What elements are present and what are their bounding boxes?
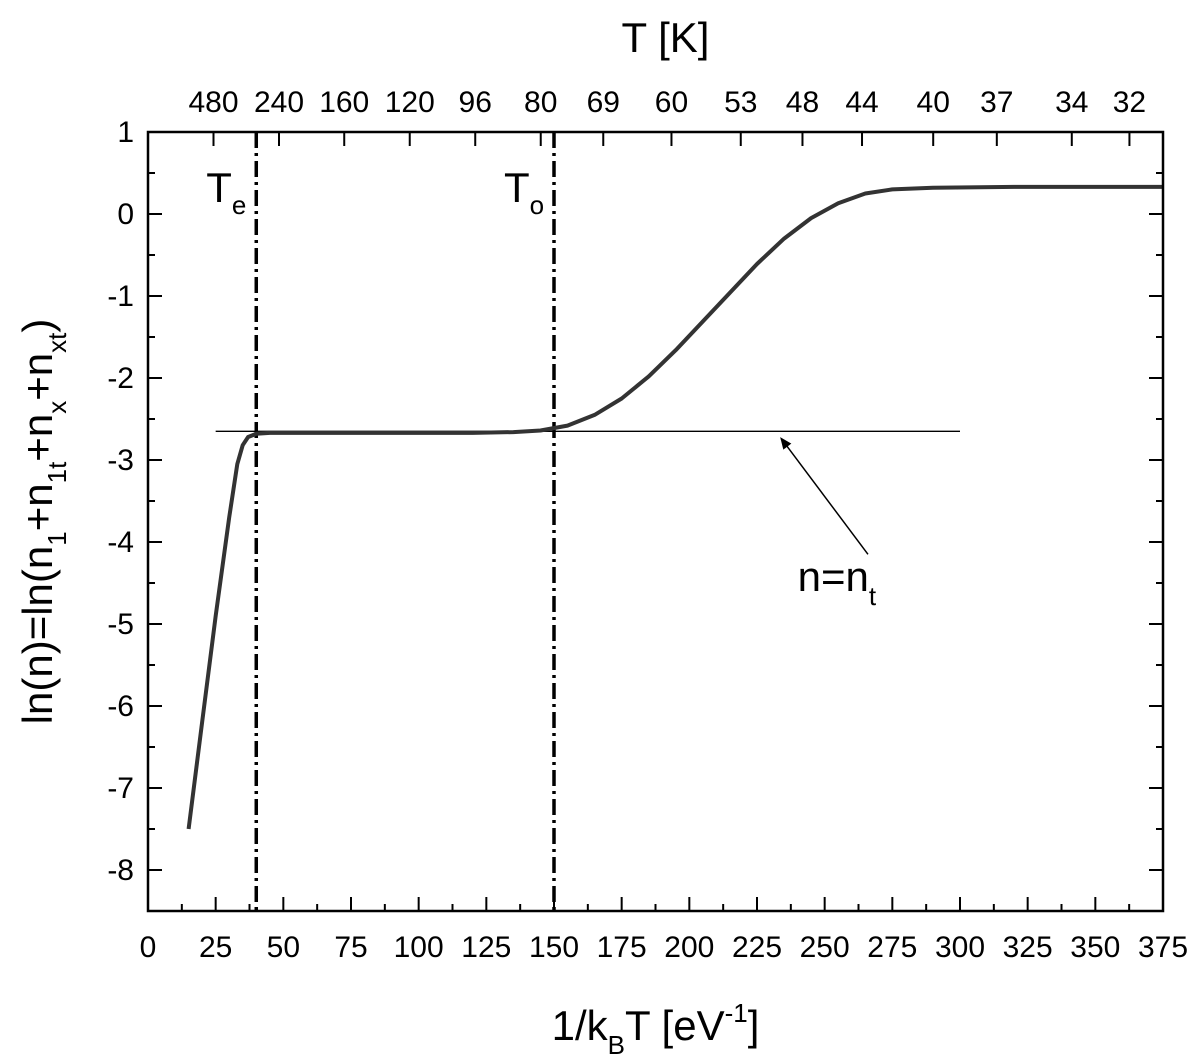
top-tick-label: 69 [587, 86, 620, 119]
y-tick-label: -5 [107, 608, 134, 641]
x-tick-label: 100 [394, 931, 444, 964]
vline-label: Te [206, 164, 246, 220]
y-axis-title: ln(n)=ln(n1+n1t+nx+nxt) [14, 319, 72, 725]
top-tick-label: 40 [917, 86, 950, 119]
top-tick-label: 160 [319, 86, 369, 119]
y-tick-label: -6 [107, 690, 134, 723]
y-tick-label: -8 [107, 854, 134, 887]
annotation-label: n=nt [798, 553, 877, 611]
vline-label: To [504, 164, 544, 220]
x-tick-label: 150 [529, 931, 579, 964]
x-tick-label: 325 [1003, 931, 1053, 964]
y-tick-label: 0 [117, 198, 134, 231]
x-tick-label: 125 [461, 931, 511, 964]
x-tick-label: 275 [867, 931, 917, 964]
x-tick-label: 0 [140, 931, 157, 964]
x-tick-label: 75 [334, 931, 367, 964]
top-tick-label: 96 [459, 86, 492, 119]
top-tick-label: 120 [385, 86, 435, 119]
plot-frame [146, 130, 1165, 913]
top-tick-label: 34 [1055, 86, 1088, 119]
x-tick-label: 200 [664, 931, 714, 964]
top-tick-label: 53 [724, 86, 757, 119]
top-tick-label: 48 [786, 86, 819, 119]
top-tick-label: 480 [188, 86, 238, 119]
x-tick-label: 350 [1070, 931, 1120, 964]
top-tick-label: 32 [1113, 86, 1146, 119]
top-tick-label: 60 [655, 86, 688, 119]
top-tick-label: 240 [254, 86, 304, 119]
y-tick-label: 1 [117, 116, 134, 149]
annotation-arrow [780, 437, 869, 555]
top-tick-label: 80 [524, 86, 557, 119]
y-tick-label: -2 [107, 362, 134, 395]
y-tick-label: -3 [107, 444, 134, 477]
y-tick-label: -4 [107, 526, 134, 559]
x-tick-label: 375 [1138, 931, 1188, 964]
x-tick-label: 175 [597, 931, 647, 964]
x-tick-label: 25 [199, 931, 232, 964]
top-tick-label: 44 [845, 86, 878, 119]
x-tick-label: 50 [267, 931, 300, 964]
top-tick-label: 37 [980, 86, 1013, 119]
x-tick-label: 250 [800, 931, 850, 964]
data-curve [186, 184, 1163, 830]
top-axis-title: T [K] [622, 14, 710, 61]
x-tick-label: 225 [732, 931, 782, 964]
y-tick-label: -7 [107, 772, 134, 805]
x-axis-title: 1/kBT [eV-1] [552, 998, 760, 1060]
y-tick-label: -1 [107, 280, 134, 313]
x-tick-label: 300 [935, 931, 985, 964]
